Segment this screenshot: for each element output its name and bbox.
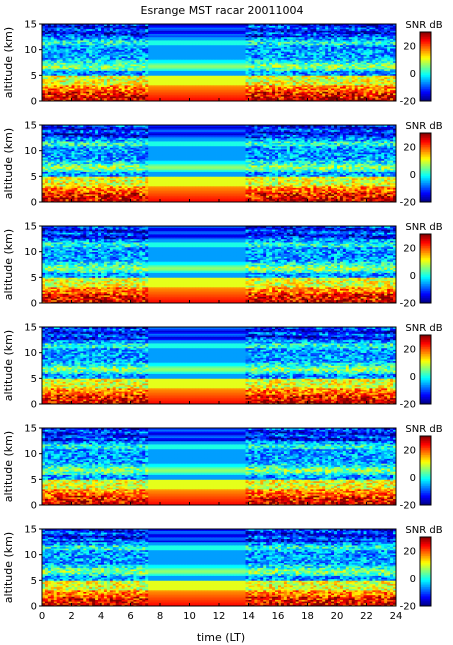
chart-title: Esrange MST racar 20011004 [141, 4, 304, 17]
x-axis-label: time (LT) [197, 631, 245, 644]
